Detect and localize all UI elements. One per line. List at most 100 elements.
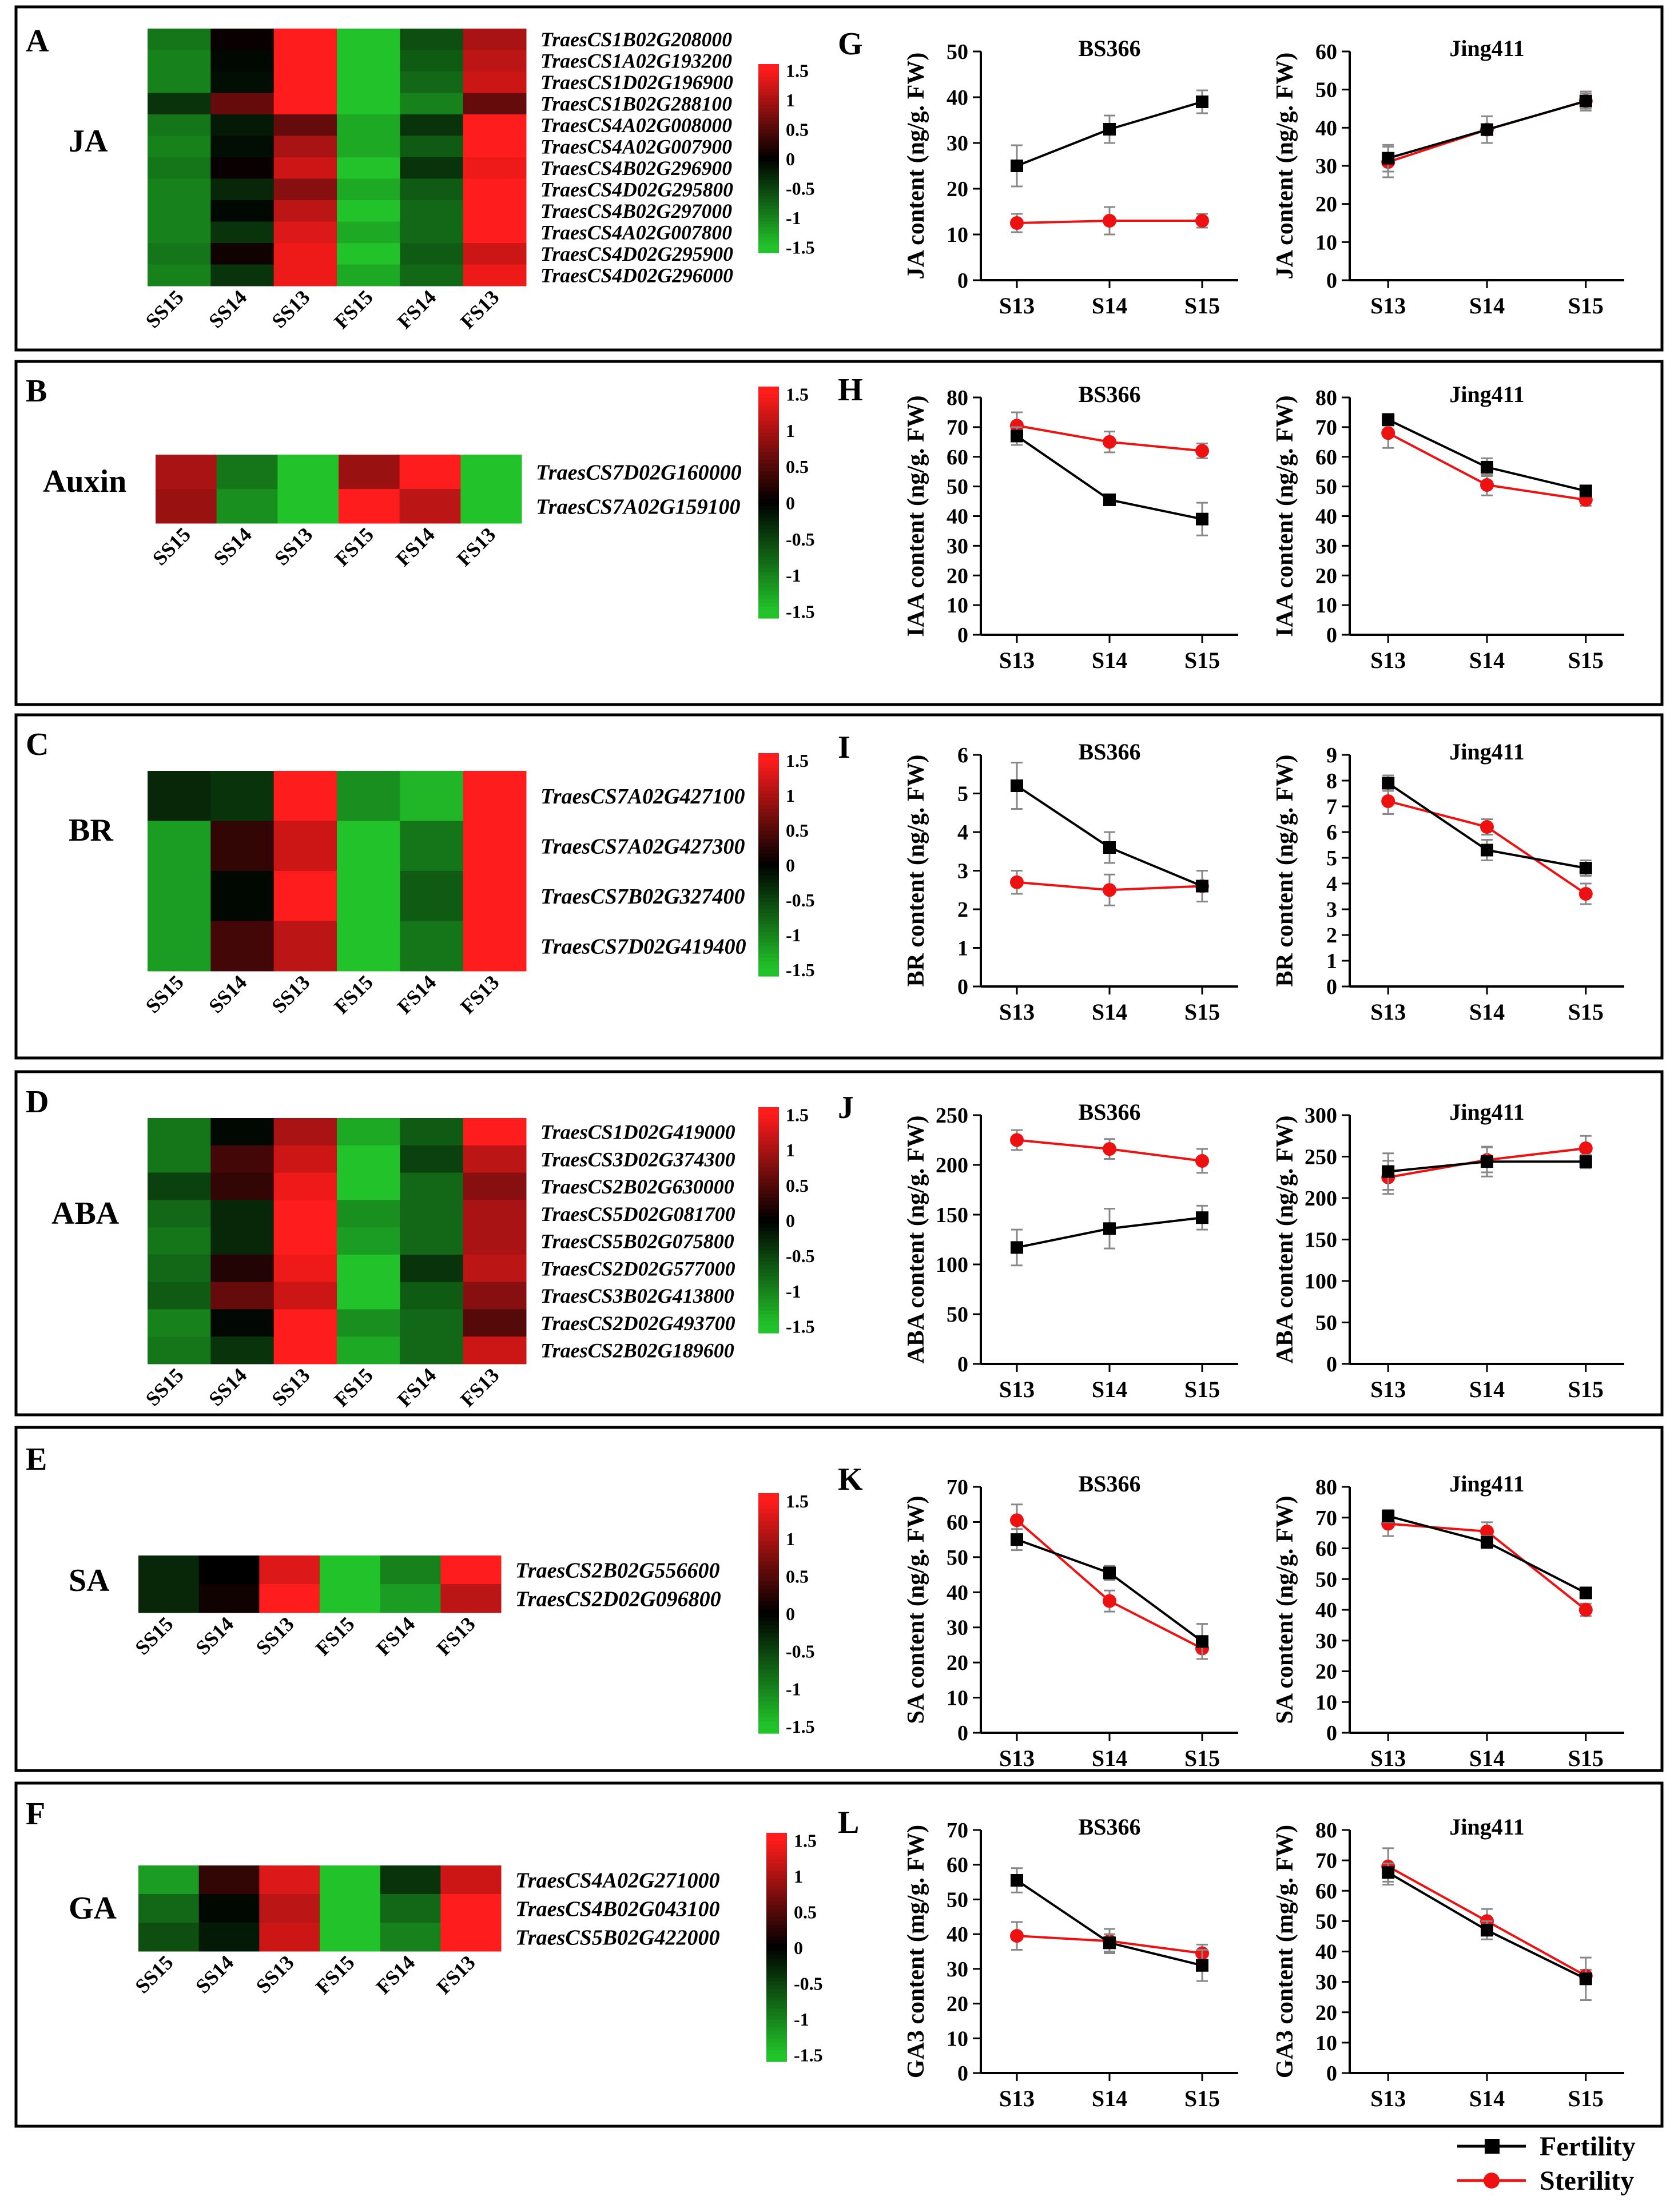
- heatmap-cell: [273, 1227, 337, 1255]
- colorbar-segment: [758, 1709, 779, 1714]
- gene-label: TraesCS4A02G008000: [540, 114, 732, 137]
- colorbar-segment: [758, 1231, 779, 1236]
- column-label: FS15: [329, 1363, 377, 1411]
- heatmap-cell: [463, 1200, 527, 1228]
- data-point: [1196, 96, 1208, 108]
- colorbar-segment: [758, 614, 779, 619]
- colorbar-segment: [758, 240, 779, 244]
- colorbar-segment: [758, 526, 779, 530]
- y-tick-label: 30: [1315, 1971, 1337, 1995]
- colorbar-segment: [766, 2019, 787, 2024]
- colorbar-segment: [758, 1669, 779, 1674]
- colorbar-segment: [758, 1144, 779, 1149]
- colorbar-segment: [766, 1916, 787, 1921]
- colorbar-segment: [758, 506, 779, 511]
- colorbar-segment: [758, 823, 779, 828]
- colorbar-segment: [758, 224, 779, 228]
- colorbar-tick: -1.5: [786, 601, 815, 622]
- colorbar-segment: [758, 965, 779, 969]
- heatmap-cell: [273, 221, 337, 244]
- colorbar-tick: -0.5: [786, 1246, 815, 1266]
- colorbar-segment: [758, 820, 779, 825]
- colorbar-segment: [758, 1529, 779, 1534]
- heatmap-cell: [210, 29, 275, 50]
- heatmap-cell: [337, 871, 400, 921]
- column-label: SS14: [204, 1363, 251, 1410]
- data-point: [1196, 880, 1208, 893]
- y-tick-label: 0: [957, 2062, 968, 2086]
- colorbar-segment: [758, 1284, 779, 1288]
- colorbar-segment: [758, 394, 779, 399]
- gene-label: TraesCS4D02G296000: [540, 264, 733, 287]
- colorbar-segment: [758, 957, 779, 962]
- heatmap-cell: [400, 1254, 464, 1283]
- colorbar-segment: [758, 1729, 779, 1734]
- colorbar-segment: [758, 894, 779, 899]
- heatmap-cell: [440, 1923, 502, 1952]
- colorbar-segment: [758, 924, 779, 929]
- heatmap-cell: [148, 1309, 211, 1337]
- colorbar-segment: [758, 1125, 779, 1131]
- heatmap-cell: [273, 1200, 337, 1228]
- heatmap-panel-ja: AJATraesCS1B02G208000TraesCS1A02G193200T…: [26, 23, 815, 333]
- heatmap-cell: [148, 1145, 211, 1173]
- gene-label: TraesCS4D02G295800: [540, 178, 733, 201]
- heatmap-cell: [259, 1584, 320, 1613]
- data-point: [1103, 214, 1116, 228]
- colorbar-segment: [758, 1673, 779, 1678]
- colorbar-segment: [758, 483, 779, 488]
- heatmap-cell: [337, 243, 400, 265]
- colorbar-segment: [758, 1329, 779, 1334]
- data-point: [1011, 1241, 1023, 1254]
- colorbar-segment: [758, 417, 779, 422]
- column-label: FS14: [391, 523, 439, 570]
- colorbar-segment: [766, 1985, 787, 1990]
- colorbar-segment: [758, 1665, 779, 1670]
- heatmap-cell: [463, 1118, 527, 1146]
- column-label: FS13: [456, 285, 503, 333]
- colorbar-segment: [758, 425, 779, 429]
- column-label: FS15: [311, 1612, 359, 1660]
- heatmap-cell: [400, 264, 464, 287]
- data-point: [1481, 460, 1493, 474]
- y-tick-label: 100: [1305, 1270, 1337, 1294]
- y-tick-label: 20: [947, 177, 968, 201]
- colorbar-segment: [758, 117, 779, 121]
- data-point: [1382, 1510, 1395, 1523]
- colorbar-segment: [758, 1141, 779, 1145]
- heatmap-cell: [148, 264, 211, 287]
- heatmap-cell: [148, 221, 211, 244]
- x-tick-label: S15: [1568, 999, 1604, 1025]
- y-axis-label: ABA content (ng/g. FW): [1272, 1116, 1298, 1364]
- colorbar-tick: -1: [786, 208, 801, 228]
- y-axis-label: ABA content (ng/g. FW): [903, 1116, 929, 1364]
- heatmap-cell: [440, 1555, 502, 1585]
- legend-marker: [1485, 2139, 1500, 2154]
- series-fertility: [1011, 762, 1208, 902]
- y-tick-label: 10: [1315, 594, 1337, 618]
- heatmap-cell: [320, 1555, 381, 1585]
- colorbar-segment: [766, 1939, 787, 1944]
- colorbar-segment: [766, 1962, 787, 1967]
- colorbar-segment: [758, 205, 779, 209]
- colorbar-segment: [766, 2012, 787, 2016]
- heatmap-cell: [259, 1923, 320, 1952]
- colorbar-segment: [758, 1295, 779, 1300]
- x-tick-label: S15: [1568, 1745, 1604, 1771]
- series-sterility: [1010, 206, 1209, 236]
- heatmap-cell: [273, 1172, 337, 1200]
- data-point: [1382, 1866, 1395, 1879]
- line-plot-jing411: 0 10 20 30 40 50 60 S13 S14 S15 Jing411 JA content …: [1272, 35, 1624, 319]
- y-tick-label: 70: [1315, 1849, 1337, 1873]
- colorbar-segment: [758, 405, 779, 411]
- colorbar-segment: [758, 1193, 779, 1198]
- x-tick-label: S13: [999, 999, 1035, 1025]
- colorbar-segment: [758, 460, 779, 464]
- y-tick-label: 30: [947, 1616, 968, 1640]
- colorbar-segment: [758, 1243, 779, 1247]
- heatmap-cell: [273, 1336, 337, 1364]
- colorbar-segment: [766, 1886, 787, 1891]
- series-fertility: [1011, 1204, 1208, 1267]
- gene-label: TraesCS2D02G493700: [540, 1312, 735, 1335]
- colorbar-segment: [758, 898, 779, 902]
